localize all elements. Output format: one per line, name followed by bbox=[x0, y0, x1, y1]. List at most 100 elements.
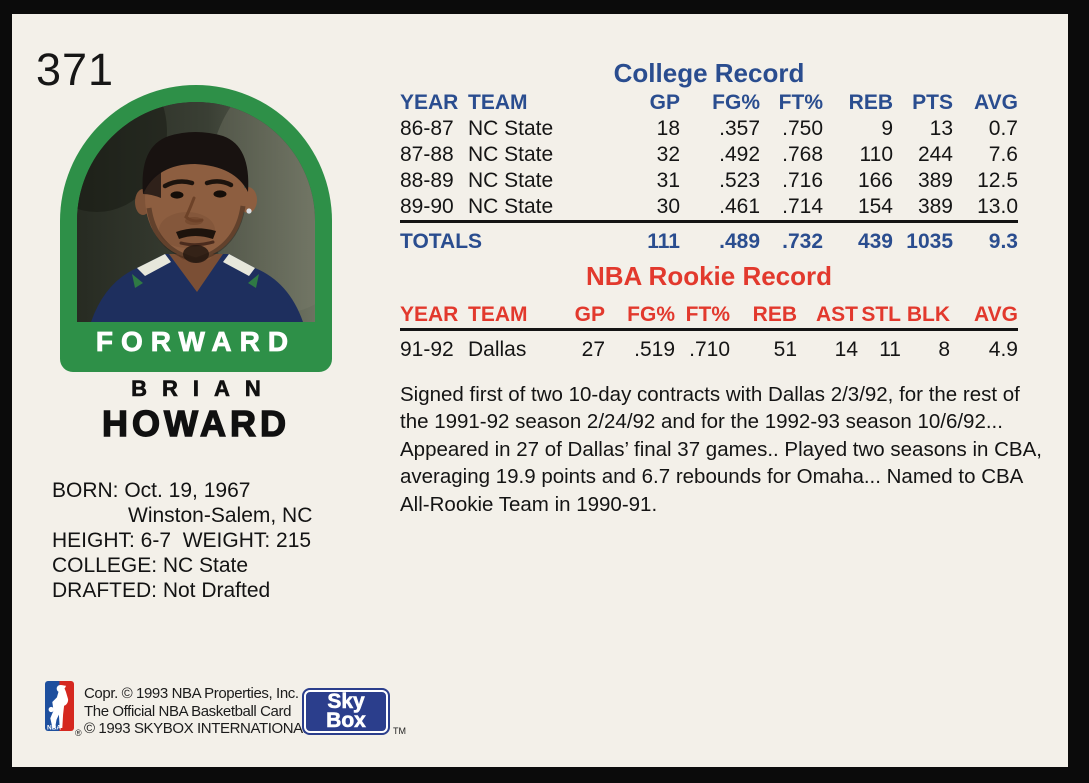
card-number: 371 bbox=[36, 44, 115, 95]
skybox-logo-bottom: Box bbox=[326, 709, 366, 732]
college-col-pts: PTS bbox=[912, 91, 953, 114]
cell: NC State bbox=[468, 169, 554, 192]
cell: 88-89 bbox=[400, 169, 454, 192]
bio-born-city: Winston-Salem, NC bbox=[128, 504, 313, 527]
table-row: 89-90 NC State 30 .461 .714 154 389 13.0 bbox=[400, 194, 1018, 222]
college-col-team: TEAM bbox=[468, 91, 528, 114]
cell: 110 bbox=[859, 143, 893, 166]
cell: .750 bbox=[782, 117, 823, 140]
college-totals-row: TOTALS 111 .489 .732 439 1035 9.3 bbox=[400, 220, 1018, 254]
position-label: FORWARD bbox=[95, 326, 297, 358]
cell: 87-88 bbox=[400, 143, 454, 166]
cell: .768 bbox=[782, 143, 823, 166]
nba-player-silhouette-icon: NBA bbox=[47, 685, 69, 732]
cell: .357 bbox=[719, 117, 760, 140]
cell: 389 bbox=[917, 195, 953, 218]
table-row: 86-87 NC State 18 .357 .750 9 13 0.7 bbox=[400, 116, 1018, 142]
college-col-reb: REB bbox=[848, 91, 893, 114]
cell: 389 bbox=[917, 169, 953, 192]
cell: 30 bbox=[656, 195, 680, 218]
cell: 9 bbox=[881, 117, 893, 140]
cell: 0.7 bbox=[988, 117, 1018, 140]
cell: TOTALS bbox=[400, 220, 482, 254]
cell: Dallas bbox=[468, 328, 537, 362]
bio-college: COLLEGE: NC State bbox=[52, 554, 249, 577]
college-col-ftpct: FT% bbox=[778, 91, 823, 114]
table-row: 88-89 NC State 31 .523 .716 166 389 12.5 bbox=[400, 168, 1018, 194]
cell: 154 bbox=[857, 195, 893, 218]
trademark-mark: TM bbox=[393, 726, 406, 736]
rookie-col-ast: AST bbox=[816, 303, 858, 326]
cell: 12.5 bbox=[977, 169, 1018, 192]
cell: 13.0 bbox=[977, 195, 1018, 218]
rookie-record-title: NBA Rookie Record bbox=[585, 261, 833, 291]
player-first-name: BRIAN bbox=[131, 376, 276, 402]
rookie-col-team: TEAM bbox=[468, 303, 528, 326]
rookie-record-table: YEAR TEAM GP FG% FT% REB AST STL BLK AVG… bbox=[400, 302, 1018, 362]
cell: 111 bbox=[618, 220, 680, 254]
copyright-line-2: The Official NBA Basketball Card bbox=[84, 702, 292, 720]
college-header-row: YEAR TEAM GP FG% FT% REB PTS AVG bbox=[400, 90, 1018, 116]
svg-text:NBA: NBA bbox=[47, 725, 61, 732]
college-col-gp: GP bbox=[649, 91, 680, 114]
cell: .492 bbox=[719, 143, 760, 166]
cell: .732 bbox=[760, 220, 823, 254]
rookie-col-fgpct: FG% bbox=[627, 303, 675, 326]
rookie-col-stl: STL bbox=[861, 303, 901, 326]
player-photo bbox=[77, 102, 315, 322]
college-col-avg: AVG bbox=[974, 91, 1018, 114]
rookie-col-avg: AVG bbox=[974, 303, 1018, 326]
college-record-title: College Record bbox=[613, 58, 805, 88]
nba-logo-icon: NBA bbox=[45, 681, 74, 731]
cell: 166 bbox=[857, 169, 893, 192]
rookie-col-reb: REB bbox=[752, 303, 797, 326]
cell: .489 bbox=[680, 220, 760, 254]
copyright-line-3: © 1993 SKYBOX INTERNATIONAL bbox=[84, 720, 311, 738]
cell: NC State bbox=[468, 143, 554, 166]
cell: 32 bbox=[656, 143, 680, 166]
college-col-year: YEAR bbox=[400, 91, 459, 114]
rookie-col-blk: BLK bbox=[906, 303, 950, 326]
bio-born: BORN: Oct. 19, 1967 bbox=[52, 479, 251, 502]
skybox-logo-top: Sky bbox=[327, 690, 365, 713]
skybox-logo: Sky Box bbox=[302, 688, 390, 735]
cell: 9.3 bbox=[953, 220, 1018, 254]
college-record-table: YEAR TEAM GP FG% FT% REB PTS AVG 86-87 N… bbox=[400, 90, 1018, 254]
rookie-col-gp: GP bbox=[574, 303, 605, 326]
cell: 439 bbox=[823, 220, 893, 254]
cell: 244 bbox=[917, 143, 953, 166]
bio-drafted: DRAFTED: Not Drafted bbox=[52, 579, 271, 602]
cell: .519 bbox=[605, 328, 675, 362]
player-last-name: HOWARD bbox=[101, 402, 290, 444]
cell: 31 bbox=[656, 169, 680, 192]
rookie-header-row: YEAR TEAM GP FG% FT% REB AST STL BLK AVG bbox=[400, 302, 1018, 330]
career-notes: Signed first of two 10-day contracts wit… bbox=[400, 383, 1042, 516]
cell: 14 bbox=[797, 328, 858, 362]
college-col-fgpct: FG% bbox=[712, 91, 760, 114]
cell: 86-87 bbox=[400, 117, 454, 140]
cell: NC State bbox=[468, 195, 554, 218]
cell: 8 bbox=[901, 328, 950, 362]
cell bbox=[468, 220, 618, 254]
bio-height-weight: HEIGHT: 6-7 WEIGHT: 215 bbox=[52, 529, 312, 552]
bio-block: BORN: Oct. 19, 1967 Winston-Salem, NC HE… bbox=[52, 478, 312, 603]
cell: NC State bbox=[468, 117, 554, 140]
cell: 7.6 bbox=[988, 143, 1018, 166]
cell: 1035 bbox=[893, 220, 953, 254]
cell: 13 bbox=[929, 117, 953, 140]
cell: 51 bbox=[730, 328, 797, 362]
cell: 91-92 bbox=[400, 328, 468, 362]
cell: .710 bbox=[675, 328, 730, 362]
cell: 27 bbox=[537, 328, 605, 362]
cell: .523 bbox=[719, 169, 760, 192]
cell: 89-90 bbox=[400, 195, 454, 218]
rookie-col-ftpct: FT% bbox=[685, 303, 730, 326]
registered-mark: ® bbox=[75, 728, 82, 738]
card-back: 371 bbox=[12, 14, 1068, 767]
cell: .461 bbox=[719, 195, 760, 218]
player-name: BRIAN HOWARD bbox=[30, 376, 362, 445]
copyright-line-1: Copr. © 1993 NBA Properties, Inc. bbox=[84, 685, 299, 702]
player-portrait-illustration bbox=[77, 102, 315, 322]
cell: 11 bbox=[858, 328, 901, 362]
